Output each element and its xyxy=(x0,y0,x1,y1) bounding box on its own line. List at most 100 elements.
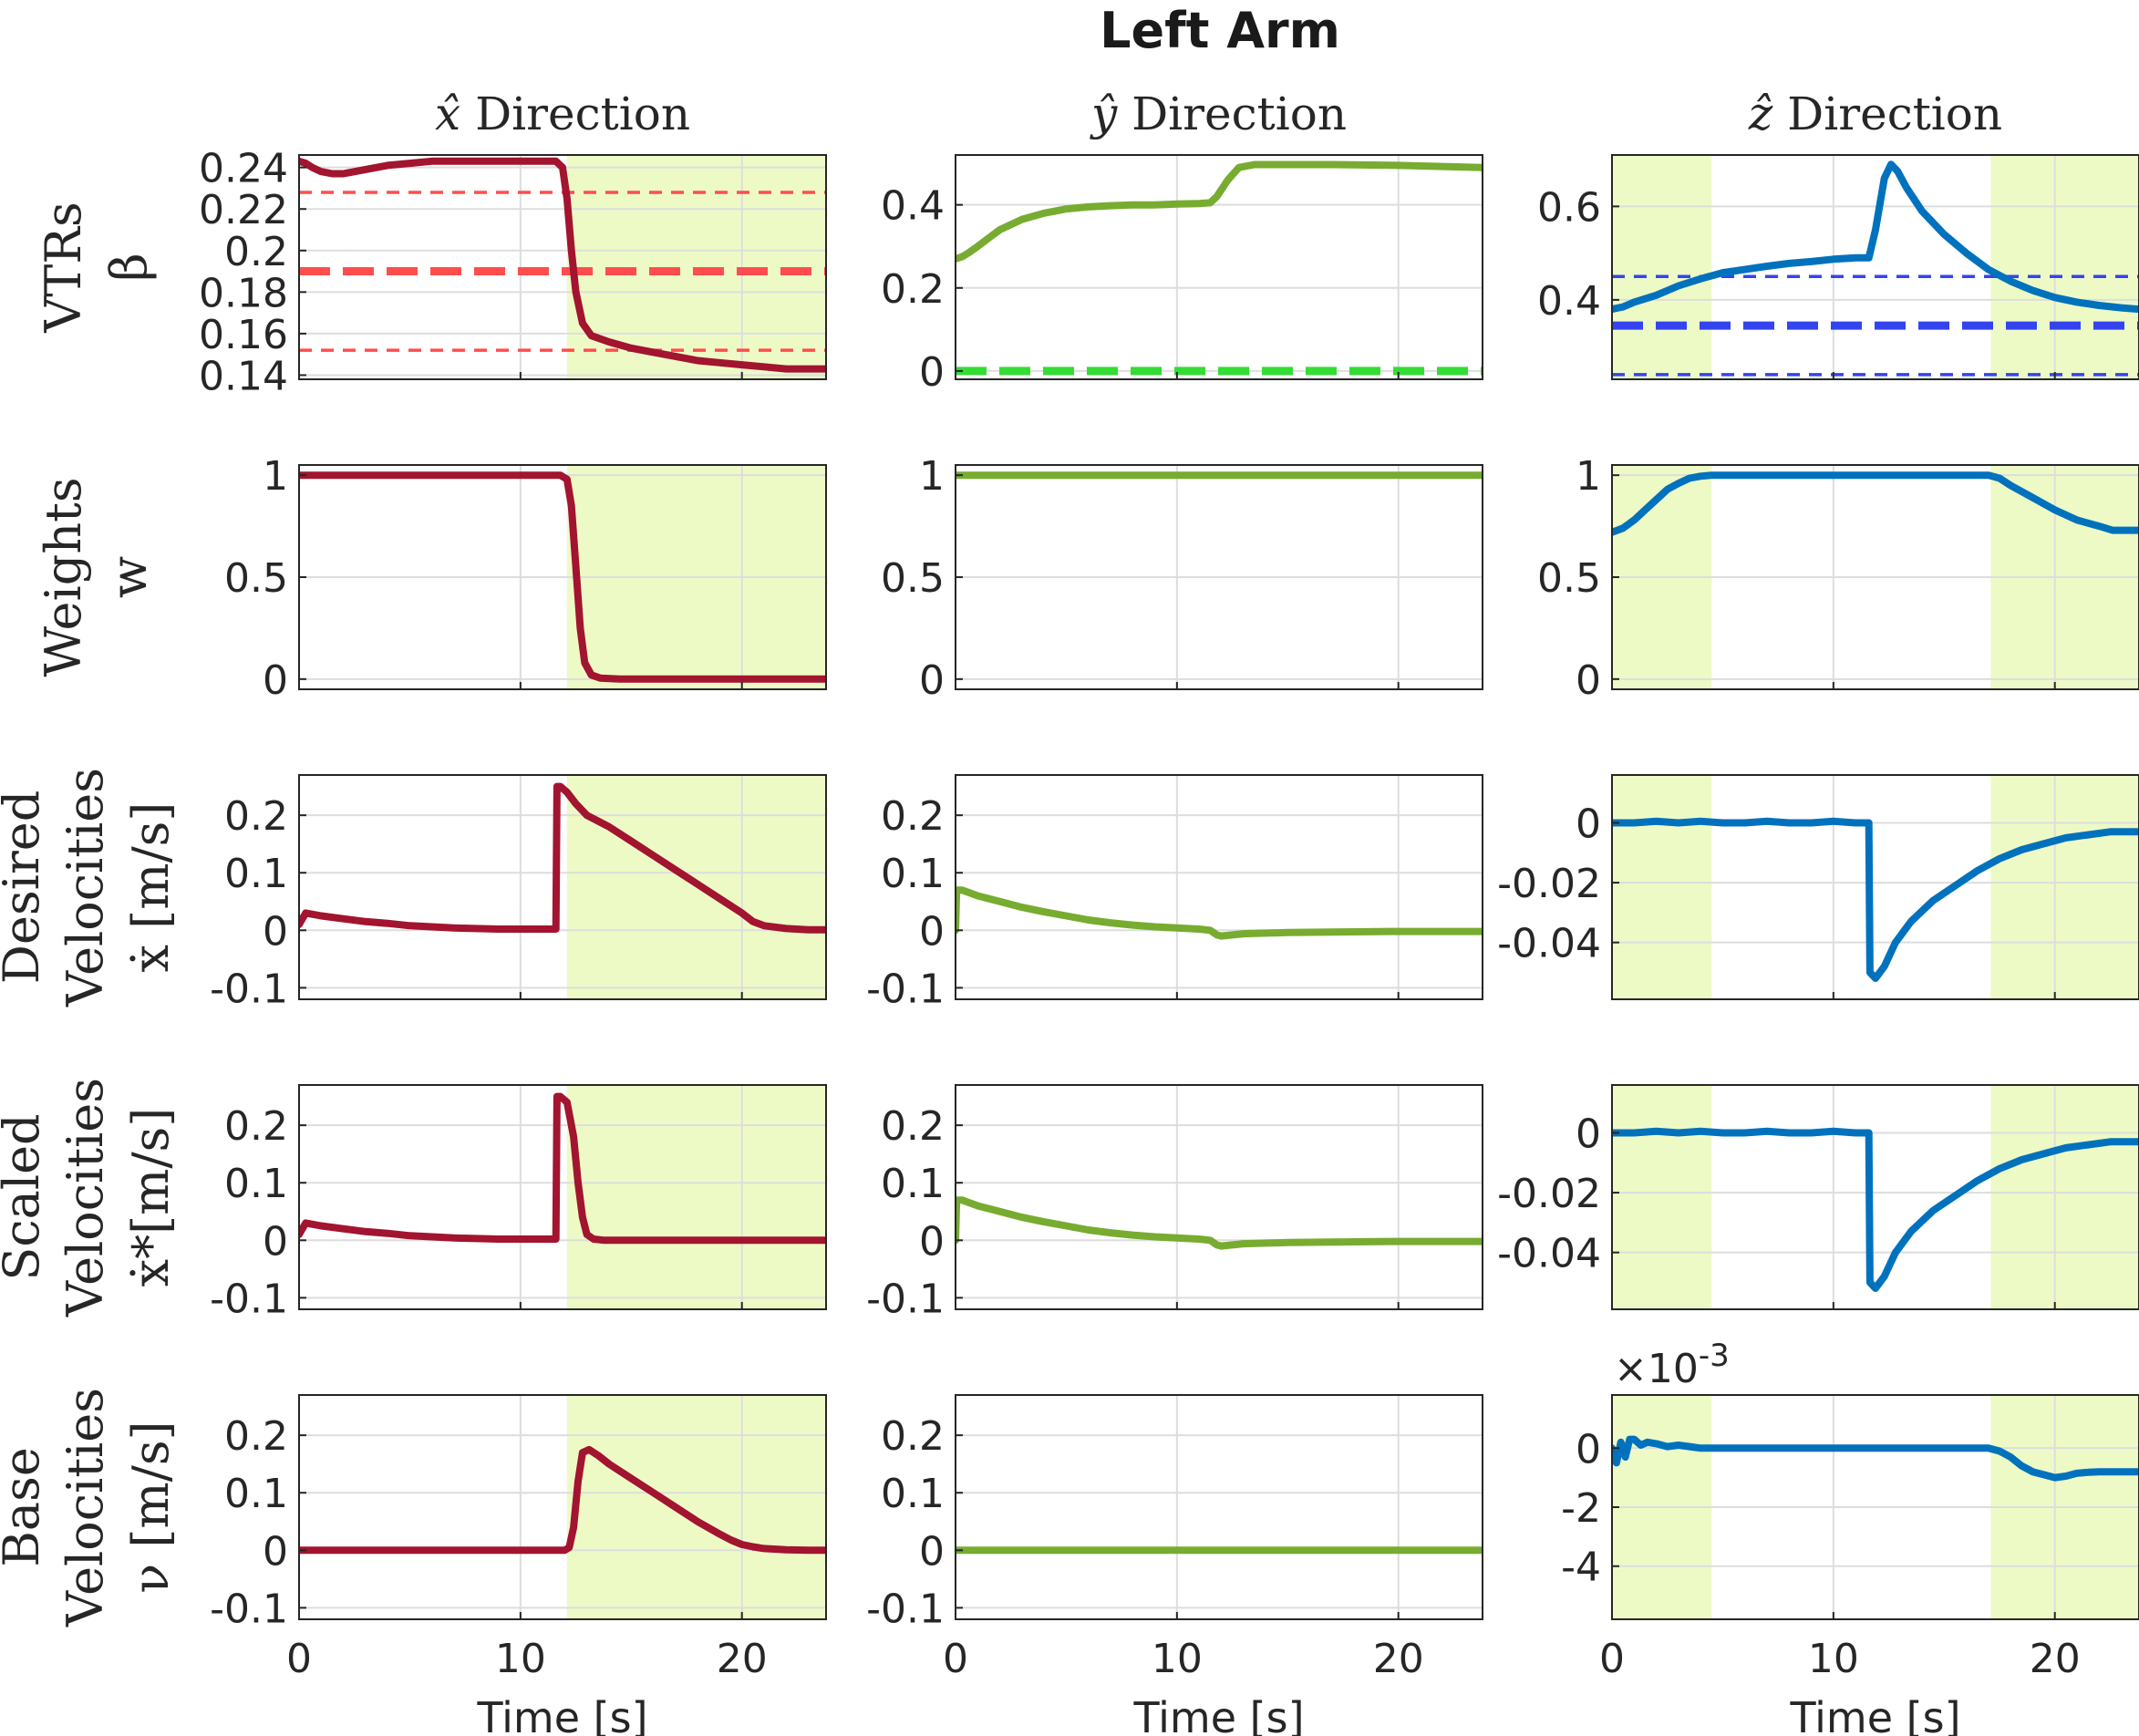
y-tick-label: 0.2 xyxy=(881,1103,945,1150)
y-tick-label: 0 xyxy=(1576,1426,1601,1472)
y-tick-label: 1 xyxy=(919,453,945,500)
axes-box xyxy=(955,1394,1483,1620)
shaded-region xyxy=(1990,775,2139,999)
y-tick-label: 0.2 xyxy=(881,1413,945,1460)
y-tick-label: 0.5 xyxy=(224,555,288,602)
column-title-text: Direction xyxy=(460,88,690,140)
shaded-region xyxy=(566,155,826,379)
y-tick-label: 0 xyxy=(263,1218,288,1265)
y-tick-label: -0.1 xyxy=(866,1586,945,1632)
panel-vtrs-z_dir: 0.4 0.6 xyxy=(1537,154,2139,380)
y-tick-label: 0.5 xyxy=(1537,555,1601,602)
series-line xyxy=(299,1445,826,1555)
series-line xyxy=(1612,160,2139,314)
row-label-line: ẋ [m/s] xyxy=(122,802,180,973)
x-tick-label: 20 xyxy=(1373,1636,1424,1682)
axes-box xyxy=(955,1084,1483,1310)
y-tick-label: 0.1 xyxy=(881,851,945,897)
y-tick-label: 0.16 xyxy=(199,312,288,358)
row-label-line: ν [m/s] xyxy=(122,1421,180,1593)
y-tick-label: -0.04 xyxy=(1497,921,1601,967)
series-line xyxy=(1612,471,2139,536)
column-title-y_dir: ŷ Direction xyxy=(1090,88,1347,140)
y-tick-label: 0 xyxy=(263,657,288,704)
panel-weights-z_dir: 00.51 xyxy=(1537,453,2139,704)
series-line xyxy=(956,1196,1483,1250)
panel-scaled-x_dir: -0.1 0 0.1 0.2 xyxy=(210,1084,827,1322)
row-label-line: β xyxy=(100,253,158,281)
panel-desired-z_dir: -0.04 -0.02 0 xyxy=(1497,774,2139,1000)
row-label-line: Velocities xyxy=(57,1078,114,1318)
y-tick-label: -0.1 xyxy=(866,1276,945,1322)
shaded-region xyxy=(566,1395,826,1619)
y-tick-label: 0 xyxy=(919,1218,945,1265)
axes-box xyxy=(298,774,827,1000)
row-label-vtrs: VTRs β xyxy=(35,202,158,333)
series-line xyxy=(299,782,826,934)
figure-title: Left Arm xyxy=(1100,2,1340,59)
exponent-base: ×10 xyxy=(1614,1346,1699,1392)
y-tick-label: 0.4 xyxy=(881,183,945,230)
row-label-line: Base xyxy=(0,1447,50,1567)
y-tick-label: 0.1 xyxy=(224,1161,288,1207)
column-title-text: Direction xyxy=(1117,88,1347,140)
axis-exponent-label: ×10-3 xyxy=(1614,1338,1730,1392)
panel-vtrs-y_dir: 0 0.2 0.4 xyxy=(881,154,1483,396)
shaded-region xyxy=(1612,155,1712,379)
row-label-line: Desired xyxy=(0,790,50,985)
exponent-power: -3 xyxy=(1699,1338,1730,1374)
y-tick-label: 0 xyxy=(919,1528,945,1575)
x-tick-label: 10 xyxy=(495,1636,546,1682)
y-tick-label: 0.4 xyxy=(1537,278,1601,325)
x-tick-label: 20 xyxy=(717,1636,768,1682)
series-line xyxy=(956,160,1483,263)
panel-scaled-y_dir: -0.1 0 0.1 0.2 xyxy=(866,1084,1483,1322)
y-tick-label: -0.1 xyxy=(866,966,945,1012)
row-label-line: Scaled xyxy=(0,1113,50,1280)
panel-desired-x_dir: -0.1 0 0.1 0.2 xyxy=(210,774,827,1012)
series-line xyxy=(1612,817,2139,982)
y-tick-label: 1 xyxy=(263,453,288,500)
shaded-region xyxy=(1990,1085,2139,1309)
row-label-line: Velocities xyxy=(57,1388,114,1628)
y-tick-label: 0 xyxy=(919,908,945,955)
x-tick-label: 10 xyxy=(1808,1636,1859,1682)
y-tick-label: 0.1 xyxy=(881,1471,945,1517)
panel-weights-y_dir: 00.51 xyxy=(881,453,1483,704)
axes-box xyxy=(1611,1084,2139,1310)
y-tick-label: -0.02 xyxy=(1497,861,1601,907)
panel-scaled-z_dir: -0.04 -0.02 0 xyxy=(1497,1084,2139,1310)
y-tick-label: 0.2 xyxy=(224,793,288,840)
column-title-hat: ŷ xyxy=(1090,88,1118,140)
y-tick-label: -0.02 xyxy=(1497,1171,1601,1217)
x-axis-label: Time [s] xyxy=(476,1693,647,1736)
panel-desired-y_dir: -0.1 0 0.1 0.2 xyxy=(866,774,1483,1012)
y-tick-label: 0.5 xyxy=(881,555,945,602)
y-tick-label: 0.22 xyxy=(199,187,288,233)
shaded-region xyxy=(1990,155,2139,379)
y-tick-label: -0.1 xyxy=(210,1276,288,1322)
panel-weights-x_dir: 00.51 xyxy=(224,453,827,704)
y-tick-label: -0.04 xyxy=(1497,1231,1601,1277)
row-label-desired: Desired Velocities ẋ [m/s] xyxy=(0,768,180,1008)
y-tick-label: 0.2 xyxy=(881,266,945,313)
series-line xyxy=(956,886,1483,940)
row-label-line: Velocities xyxy=(57,768,114,1008)
y-tick-label: 0.6 xyxy=(1537,184,1601,231)
y-tick-label: 0.1 xyxy=(881,1161,945,1207)
y-tick-label: 0.2 xyxy=(224,1413,288,1460)
axes-box xyxy=(1611,774,2139,1000)
y-tick-label: -0.1 xyxy=(210,1586,288,1632)
column-title-z_dir: ẑ Direction xyxy=(1748,88,2002,140)
y-tick-label: 0 xyxy=(263,1528,288,1575)
y-tick-label: 0.2 xyxy=(224,229,288,275)
y-tick-label: -4 xyxy=(1561,1545,1601,1591)
y-tick-label: 1 xyxy=(1576,453,1601,500)
panel-vtrs-x_dir: 0.140.160.180.20.220.24 xyxy=(199,146,827,399)
y-tick-label: -0.1 xyxy=(210,966,288,1012)
x-tick-label: 0 xyxy=(1599,1636,1625,1682)
y-tick-label: 0.2 xyxy=(881,793,945,840)
y-tick-label: 0.24 xyxy=(199,146,288,192)
row-label-line: Weights xyxy=(35,477,92,677)
